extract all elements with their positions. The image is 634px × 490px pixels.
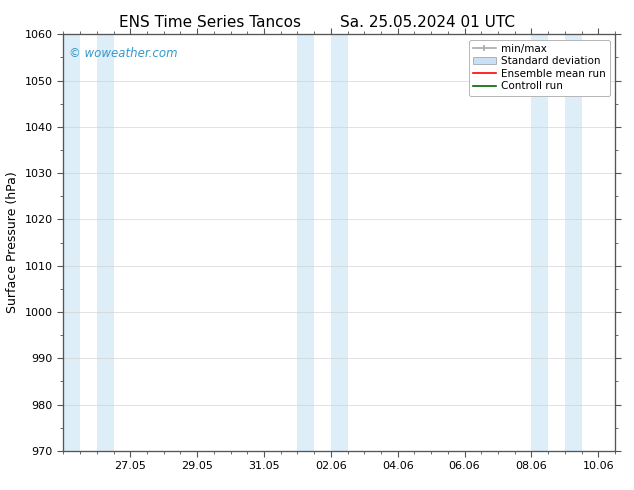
Bar bbox=[97, 34, 113, 451]
Legend: min/max, Standard deviation, Ensemble mean run, Controll run: min/max, Standard deviation, Ensemble me… bbox=[469, 40, 610, 96]
Bar bbox=[63, 34, 80, 451]
Text: ENS Time Series Tancos        Sa. 25.05.2024 01 UTC: ENS Time Series Tancos Sa. 25.05.2024 01… bbox=[119, 15, 515, 30]
Y-axis label: Surface Pressure (hPa): Surface Pressure (hPa) bbox=[6, 172, 19, 314]
Bar bbox=[331, 34, 347, 451]
Bar bbox=[297, 34, 314, 451]
Bar bbox=[565, 34, 581, 451]
Text: © woweather.com: © woweather.com bbox=[69, 47, 178, 60]
Bar bbox=[531, 34, 548, 451]
